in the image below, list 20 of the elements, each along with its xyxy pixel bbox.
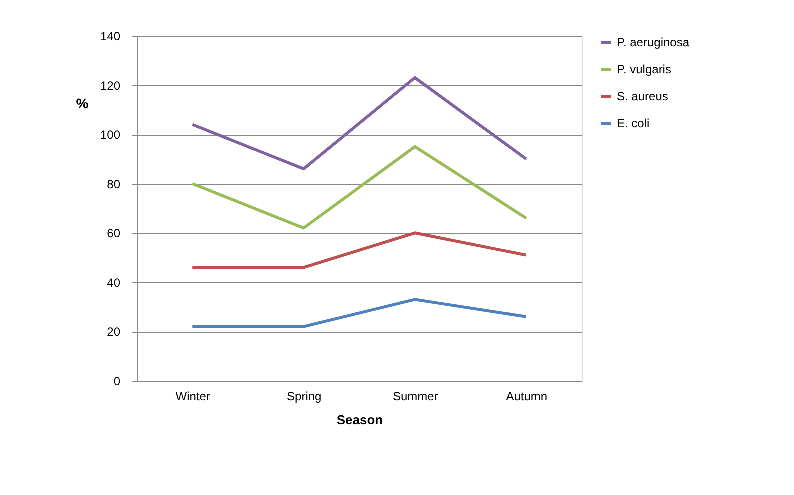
legend-label: P. aeruginosa [617,36,690,50]
legend-label: E. coli [617,116,650,130]
x-tick-label: Summer [392,390,438,404]
y-tick-label: 140 [100,30,121,44]
y-axis-title: % [76,96,90,112]
legend-label: S. aureus [617,90,668,104]
y-tick-label: 100 [100,128,121,142]
x-axis-title: Season [336,412,384,428]
x-tick-label: Spring [287,390,322,404]
x-tick-label: Autumn [506,390,548,404]
legend-label: P. vulgaris [617,62,672,76]
y-tick-label: 0 [114,374,121,388]
y-tick-label: 60 [107,226,121,241]
x-tick-label: Winter [176,390,210,404]
y-tick-label: 80 [107,177,121,192]
y-tick-label: 120 [100,78,121,93]
y-tick-label: 20 [107,325,121,340]
line-series [191,145,528,230]
y-tick-label: 40 [107,276,121,290]
line-series [191,76,528,171]
